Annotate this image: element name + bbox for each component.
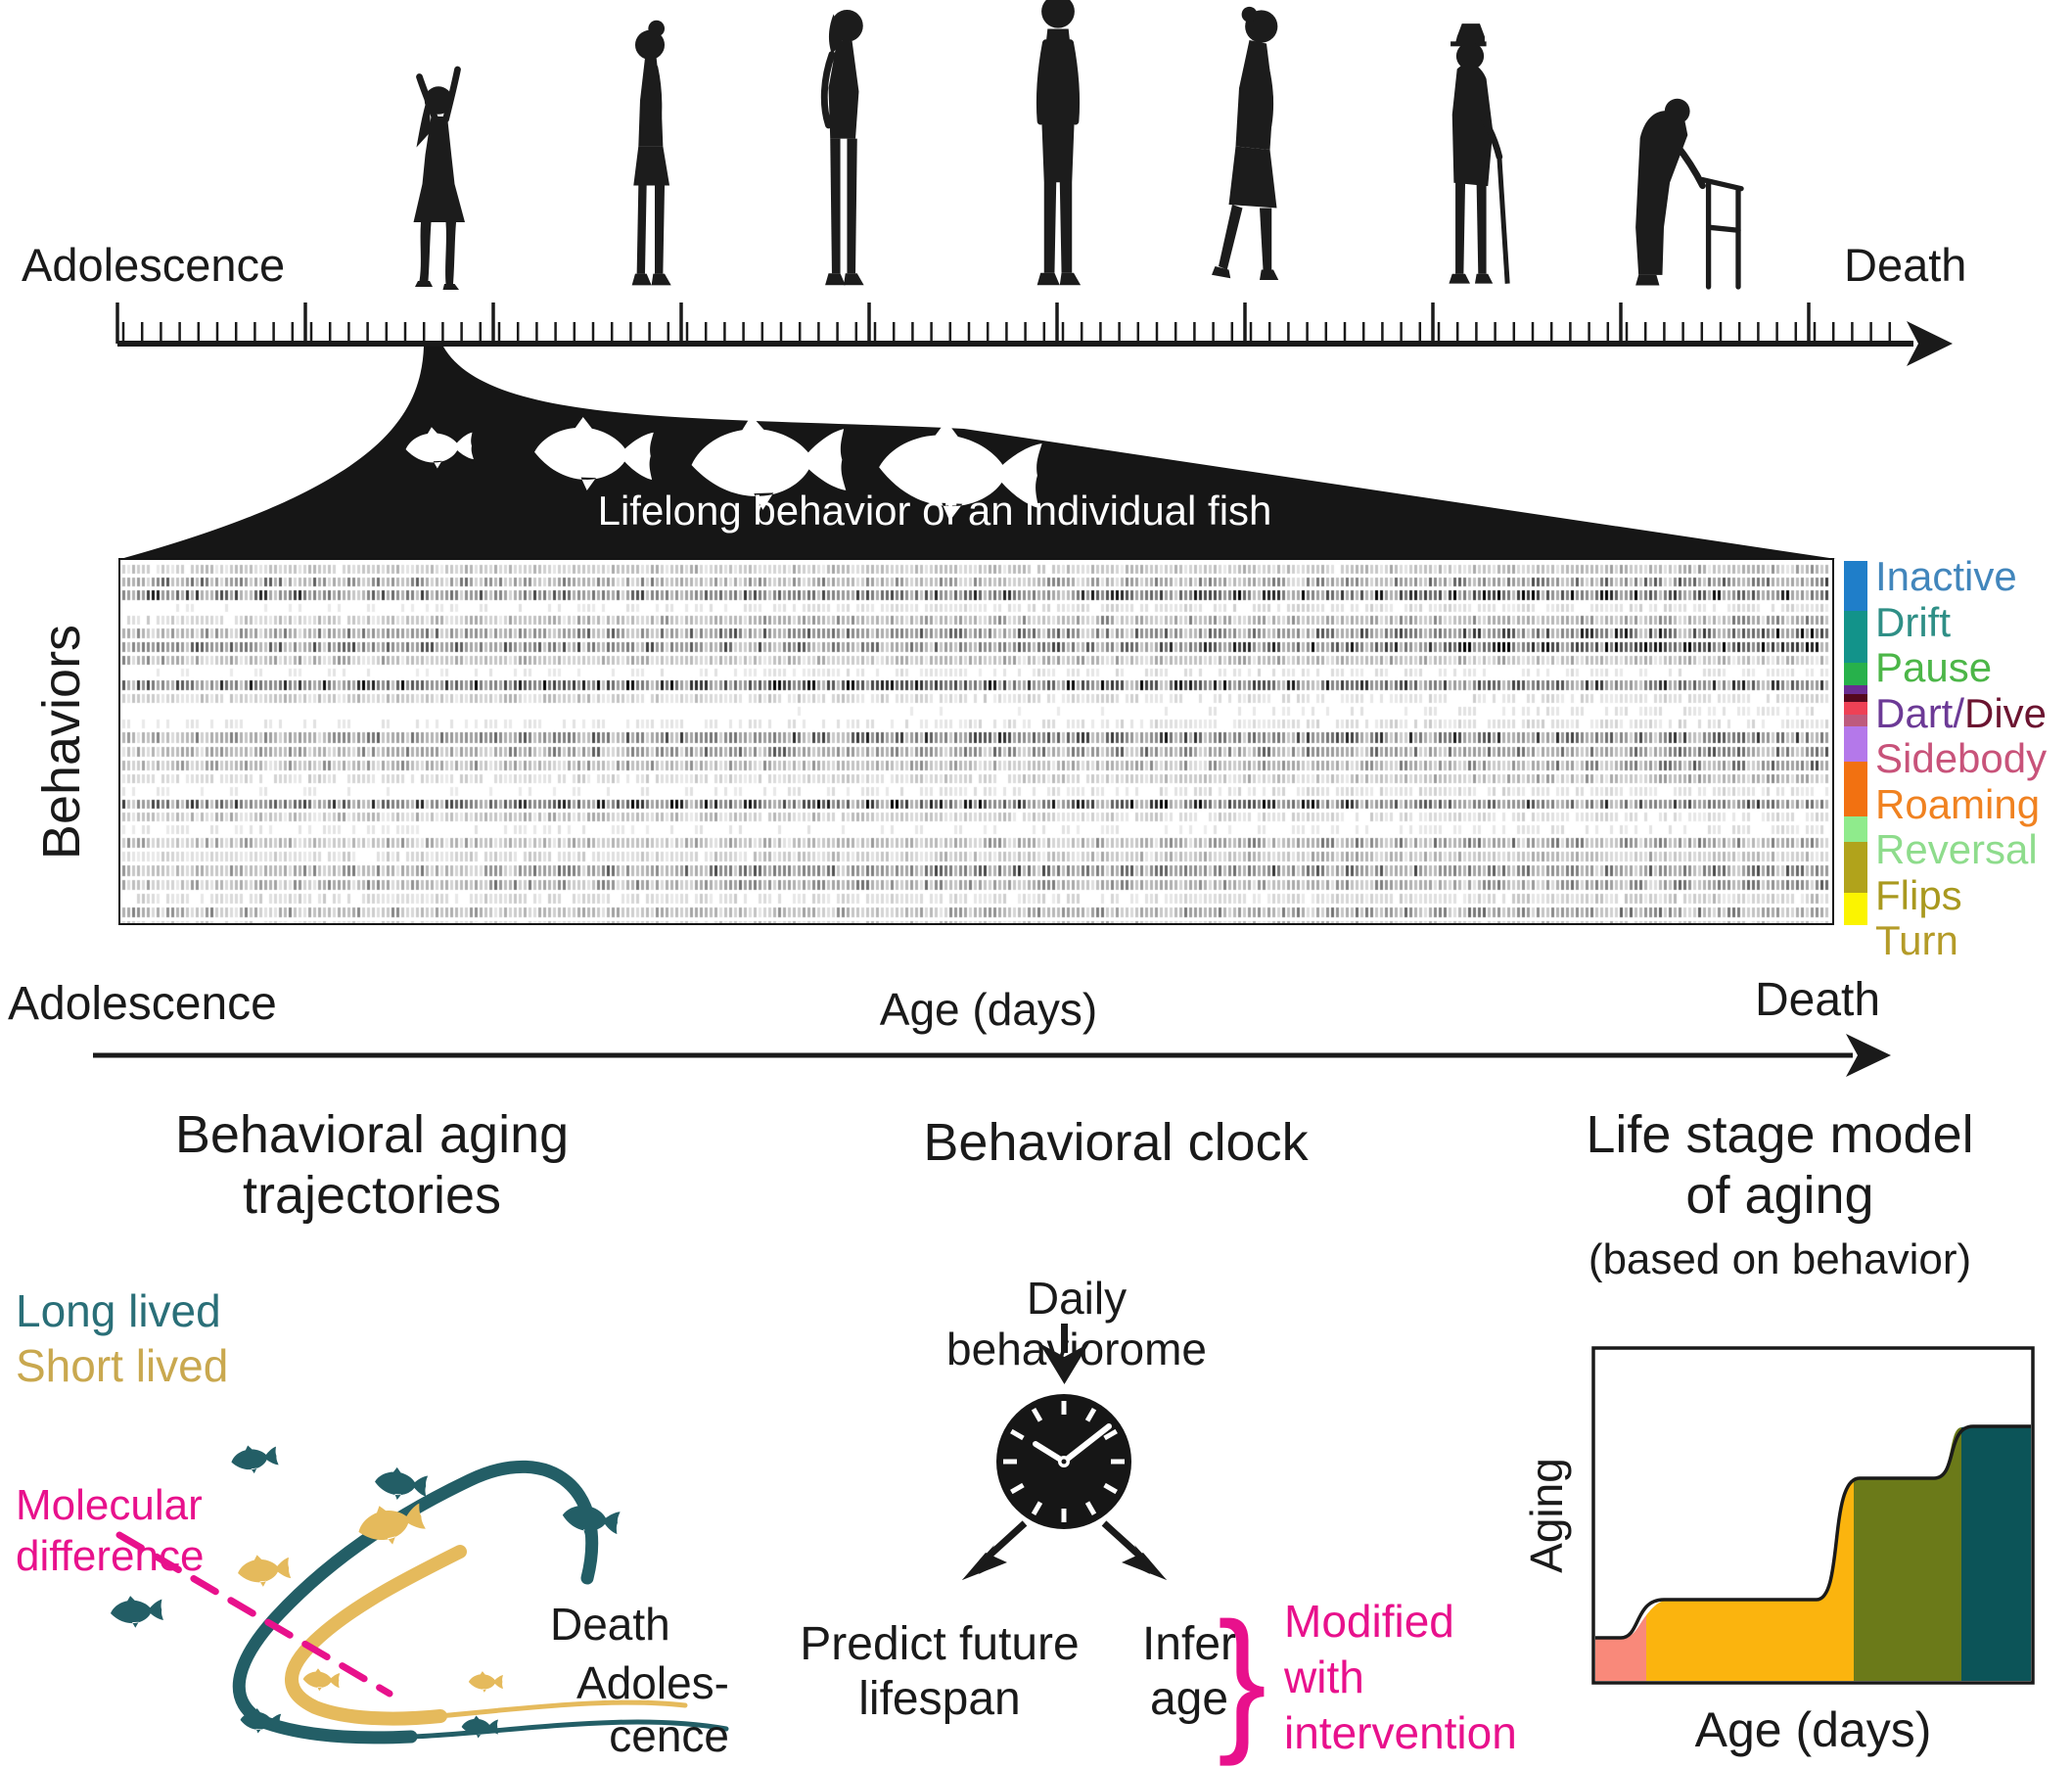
- legend-item: Flips: [1875, 871, 1962, 918]
- legend-item: Pause: [1875, 644, 1993, 690]
- long-lived-label: Long lived: [16, 1285, 221, 1336]
- legend-color-segment: [1844, 714, 1867, 727]
- life-stage-subtitle: (based on behavior): [1588, 1235, 1972, 1283]
- trajectories-title: Behavioral aging trajectories: [174, 1105, 570, 1225]
- output-arrows: [962, 1520, 1167, 1580]
- legend-item: Reversal: [1875, 826, 2038, 872]
- legend-color-segment: [1844, 842, 1867, 894]
- legend-item: Roaming: [1875, 780, 2041, 827]
- timeline-end-label: Death: [1844, 239, 1967, 291]
- age-ruler: [115, 302, 1953, 366]
- legend-color-segment: [1844, 662, 1867, 686]
- walker-icon: [1699, 176, 1744, 290]
- legend-color-segment: [1844, 761, 1867, 816]
- minute-hand: [1061, 1423, 1112, 1465]
- molecular-difference-label: Molecular difference: [16, 1481, 205, 1580]
- life-stage-title: Life stage model of aging: [1586, 1105, 1974, 1225]
- behavior-legend-colorbar: [1844, 561, 1867, 926]
- modified-with-intervention-label: Modified with intervention: [1284, 1596, 1517, 1758]
- teen-girl-silhouette: [631, 20, 671, 286]
- legend-item: Sidebody: [1875, 735, 2048, 781]
- long-lived-curve: [232, 1460, 599, 1745]
- legend-item: Turn: [1875, 917, 1958, 963]
- stage4-area: [1961, 1426, 2031, 1681]
- ethogram-end-label: Death: [1755, 974, 1881, 1026]
- short-lived-curve: [285, 1545, 467, 1726]
- dancing-child-silhouette: [413, 66, 465, 290]
- ruler-arrowhead: [1907, 321, 1953, 366]
- short-lived-label: Short lived: [16, 1340, 229, 1391]
- ethogram-x-axis-label: Age (days): [879, 984, 1098, 1035]
- middle-aged-woman-silhouette: [1212, 6, 1279, 280]
- legend-color-segment: [1844, 685, 1867, 694]
- legend-item: Dart/Dive: [1875, 689, 2048, 736]
- stage1-area: [1595, 1615, 1646, 1681]
- timeline-artwork: [93, 0, 1953, 1077]
- molecular-difference-line: [115, 1531, 393, 1698]
- legend-color-segment: [1844, 701, 1867, 715]
- aging-axis-label: Aging: [1521, 1458, 1572, 1573]
- legend-color-segment: [1844, 893, 1867, 926]
- step-area-fills: [1595, 1426, 2031, 1681]
- down-arrow: [1039, 1324, 1089, 1384]
- legend-color-segment: [1844, 561, 1867, 611]
- trajectory-death-label: Death: [550, 1599, 670, 1650]
- timeline-start-label: Adolescence: [22, 239, 286, 291]
- age-axis-arrow: [93, 1034, 1891, 1077]
- daily-behaviorome-label: Daily behaviorome: [946, 1273, 1207, 1374]
- chart-frame: [1591, 1346, 2035, 1685]
- legend-item: Inactive: [1875, 553, 2017, 599]
- young-woman-silhouette: [820, 10, 864, 286]
- adult-woman-silhouette: [1036, 0, 1082, 286]
- human-aging-silhouettes: [413, 0, 1744, 290]
- elderly-with-walker-silhouette: [1635, 98, 1744, 290]
- legend-color-segment: [1844, 815, 1867, 843]
- ethogram-start-label: Adolescence: [8, 978, 277, 1030]
- infer-age-label: Infer age: [1141, 1618, 1237, 1725]
- life-stage-x-axis-label: Age (days): [1694, 1702, 1932, 1757]
- stage2-area: [1646, 1480, 1854, 1681]
- trajectory-adolescence-label: Adoles- cence: [576, 1657, 729, 1761]
- short-lived-curve-tail: [437, 1699, 688, 1719]
- long-lived-curve-tail: [408, 1719, 729, 1740]
- funnel-caption: Lifelong behavior of an individual fish: [597, 488, 1272, 534]
- step-outline: [1595, 1424, 2031, 1640]
- legend-color-segment: [1844, 693, 1867, 702]
- clock-title: Behavioral clock: [923, 1113, 1309, 1172]
- legend-color-segment: [1844, 610, 1867, 663]
- legend-color-segment: [1844, 726, 1867, 762]
- legend-item: Drift: [1875, 598, 1951, 645]
- stage3-area: [1854, 1427, 1961, 1681]
- predict-lifespan-label: Predict future lifespan: [800, 1618, 1080, 1725]
- ethogram-heatmap: [118, 558, 1834, 925]
- ethogram-canvas: [120, 560, 1832, 923]
- clock-icon: [996, 1394, 1131, 1529]
- intervention-brace: }: [1218, 1589, 1267, 1767]
- old-man-with-cane-silhouette: [1449, 23, 1510, 284]
